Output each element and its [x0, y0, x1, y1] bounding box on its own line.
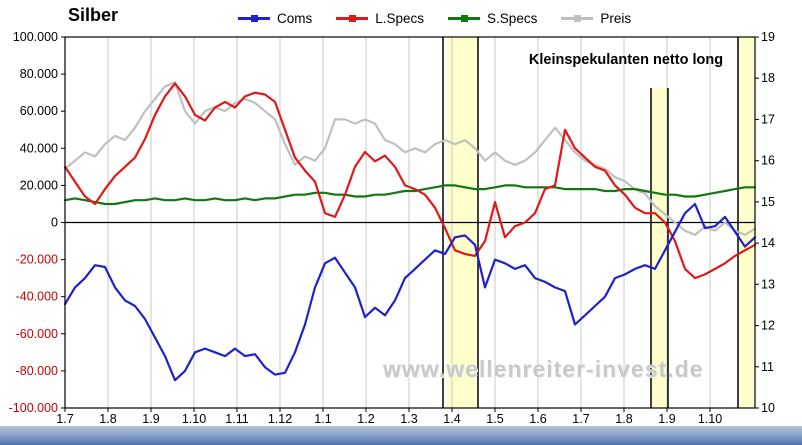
x-axis-label: 1.11 — [225, 412, 248, 426]
x-axis-label: 1.7 — [56, 412, 73, 426]
legend: Coms L.Specs S.Specs Preis — [238, 11, 631, 26]
watermark: www.wellenreiter-invest.de — [383, 356, 704, 382]
legend-item-label: Coms — [277, 11, 313, 26]
right-axis-label: 13 — [761, 277, 775, 291]
left-axis-label: -100.000 — [9, 401, 58, 415]
x-axis-label: 1.3 — [400, 412, 417, 426]
x-axis-label: 1.5 — [486, 412, 503, 426]
legend-item-coms: Coms — [238, 11, 312, 26]
x-axis-label: 1.10 — [182, 412, 206, 426]
legend-line-marker — [336, 15, 369, 22]
legend-line-marker — [561, 15, 594, 22]
left-axis-label: -80.000 — [16, 364, 58, 378]
highlight-band — [651, 88, 668, 408]
x-axis-label: 1.12 — [268, 412, 292, 426]
right-axis-label: 19 — [761, 30, 775, 44]
right-axis-label: 10 — [761, 401, 775, 415]
left-axis-label: 20.000 — [20, 178, 58, 192]
legend-item-label: Preis — [600, 11, 632, 26]
right-axis-label: 12 — [761, 319, 775, 333]
left-axis-label: -60.000 — [16, 327, 58, 341]
left-axis-label: 100.000 — [13, 30, 58, 44]
x-axis-label: 1.8 — [615, 412, 632, 426]
annotation-kleinspekulanten: Kleinspekulanten netto long — [528, 52, 724, 68]
right-axis-label: 16 — [761, 154, 775, 168]
left-axis-label: 0 — [51, 216, 58, 230]
left-axis-label: 80.000 — [20, 67, 58, 81]
right-axis-label: 11 — [761, 360, 774, 374]
legend-item-preis: Preis — [561, 11, 631, 26]
series-coms — [63, 202, 757, 382]
x-axis-label: 1.4 — [443, 412, 460, 426]
x-axis-label: 1.8 — [99, 412, 116, 426]
right-axis-label: 14 — [761, 236, 775, 250]
x-axis-label: 1.9 — [142, 412, 159, 426]
left-axis-label: 60.000 — [20, 104, 58, 118]
page-title: Silber — [68, 5, 119, 25]
left-axis-label: -40.000 — [16, 290, 58, 304]
legend-item-label: L.Specs — [375, 11, 425, 26]
x-axis-label: 1.2 — [357, 412, 374, 426]
legend-item-label: S.Specs — [487, 11, 538, 26]
x-axis-label: 1.6 — [529, 412, 546, 426]
legend-item-sspecs: S.Specs — [448, 11, 537, 26]
right-axis-label: 15 — [761, 195, 775, 209]
series-sspecs — [63, 184, 757, 206]
legend-item-lspecs: L.Specs — [336, 11, 424, 26]
x-axis-label: 1.10 — [698, 412, 722, 426]
right-axis-label: 17 — [761, 112, 775, 126]
left-axis-label: 40.000 — [20, 141, 58, 155]
series-preis — [63, 81, 757, 236]
left-axis-label: -20.000 — [16, 253, 58, 267]
series-lspecs — [63, 82, 757, 280]
x-axis-label: 1.7 — [572, 412, 589, 426]
legend-line-marker — [238, 15, 270, 22]
x-axis-label: 1.9 — [658, 412, 675, 426]
legend-line-marker — [448, 15, 481, 22]
right-axis-label: 18 — [761, 71, 775, 85]
x-axis-label: 1.1 — [314, 412, 331, 426]
bottom-gradient-bar — [0, 426, 802, 445]
